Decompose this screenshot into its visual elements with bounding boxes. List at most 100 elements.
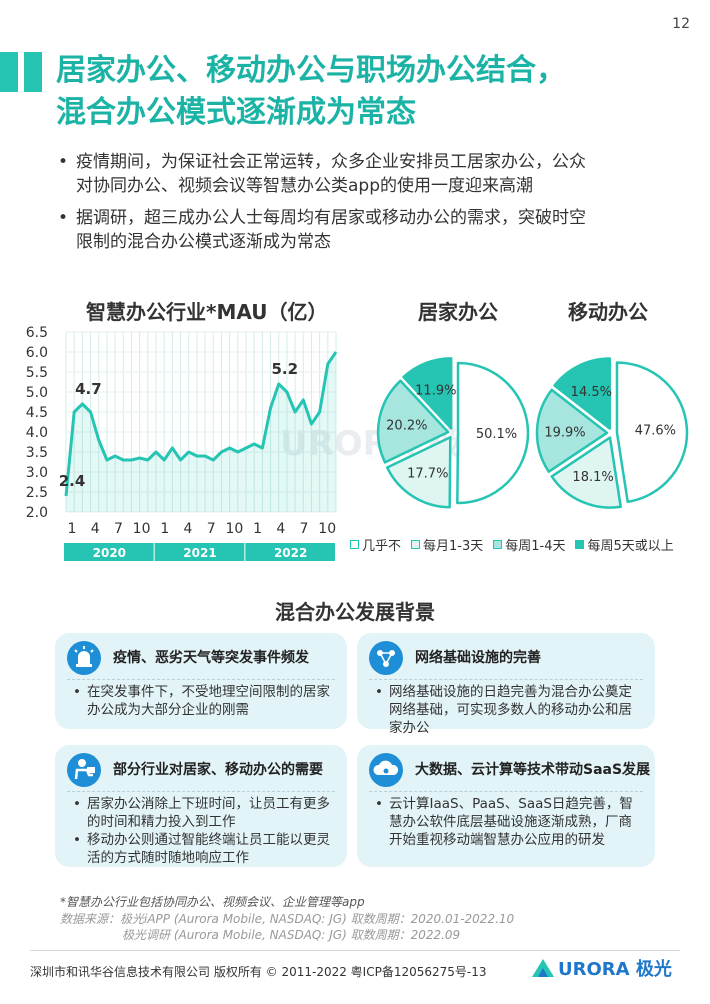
pie-slice	[402, 357, 453, 430]
aurora-logo: URORA 极光	[530, 955, 672, 981]
title-accent-bar	[24, 52, 42, 92]
card-divider	[369, 791, 643, 792]
y-tick-label: 3.0	[26, 465, 48, 481]
background-card: 疫情、恶劣天气等突发事件频发 在突发事件下，不受地理空间限制的居家办公成为大部分…	[55, 633, 347, 729]
data-source: 极光调研 (Aurora Mobile, NASDAQ: JG) 取数周期：20…	[122, 928, 461, 942]
x-tick-label: 1	[160, 521, 169, 537]
legend-label: 每周1-4天	[505, 539, 566, 554]
card-list-item: 云计算IaaS、PaaS、SaaS日趋完善，智慧办公软件底层基础设施逐渐成熟，厂…	[375, 795, 645, 849]
pie-label: 11.9%	[415, 383, 456, 398]
pie-slice	[385, 435, 452, 509]
cloud-icon	[369, 753, 403, 787]
network-icon	[369, 641, 403, 675]
year-label: 2022	[274, 546, 307, 560]
pie-label: 14.5%	[571, 385, 612, 400]
year-label: 2020	[93, 546, 126, 560]
x-tick-label: 7	[207, 521, 216, 537]
bullet-line: 疫情期间，为保证社会正常运转，众多企业安排员工居家办公，公众	[76, 152, 586, 172]
x-tick-label: 4	[91, 521, 100, 537]
y-tick-label: 4.0	[26, 425, 48, 441]
page-number: 12	[672, 16, 690, 32]
logo-text: URORA 极光	[558, 959, 672, 980]
y-tick-label: 4.5	[26, 405, 48, 421]
year-label: 2021	[183, 546, 216, 560]
legend-swatch	[411, 540, 421, 549]
data-label: 5.2	[271, 360, 298, 378]
x-tick-label: 10	[318, 521, 336, 537]
data-label: 4.7	[75, 380, 102, 398]
card-body: 居家办公消除上下班时间，让员工有更多的时间和精力投入到工作 移动办公则通过智能终…	[73, 795, 337, 867]
pie-label: 50.1%	[476, 427, 517, 442]
legend-swatch	[350, 540, 359, 549]
x-tick-label: 10	[225, 521, 243, 537]
legend-item: 每月1-3天	[411, 535, 483, 554]
y-tick-label: 6.0	[26, 345, 48, 361]
card-heading: 大数据、云计算等技术带动SaaS发展	[415, 762, 651, 778]
y-tick-label: 5.5	[26, 365, 48, 381]
bullet-line: 限制的混合办公模式逐渐成为常态	[76, 232, 331, 252]
worker-icon	[67, 753, 101, 787]
footnote: *智慧办公行业包括协同办公、视频会议、企业管理等app	[60, 895, 365, 909]
mau-line	[64, 351, 338, 497]
card-heading: 网络基础设施的完善	[415, 650, 541, 666]
pie-label: 17.7%	[407, 467, 448, 482]
legend-item: 每周1-4天	[493, 535, 565, 554]
bullet-item: • 据调研，超三成办公人士每周均有居家或移动办公的需求，突破时空 限制的混合办公…	[58, 206, 690, 254]
y-tick-label: 2.0	[26, 505, 48, 521]
card-list-item: 在突发事件下，不受地理空间限制的居家办公成为大部分企业的刚需	[73, 683, 337, 719]
x-tick-label: 10	[133, 521, 151, 537]
footer-copyright: 深圳市和讯华谷信息技术有限公司 版权所有 © 2011-2022 粤ICP备12…	[30, 965, 487, 979]
pie-slice	[456, 361, 530, 505]
x-tick-label: 7	[300, 521, 309, 537]
page-title-line: 居家办公、移动办公与职场办公结合，	[56, 53, 566, 88]
card-list-item: 网络基础设施的日趋完善为混合办公奠定网络基础，可实现多数人的移动办公和居家办公	[375, 683, 645, 737]
pie-label: 20.2%	[386, 418, 427, 433]
card-heading: 部分行业对居家、移动办公的需要	[113, 762, 323, 778]
mobile-office-pie-title: 移动办公	[568, 300, 648, 324]
aurora-logo-icon	[532, 959, 554, 977]
background-card: 大数据、云计算等技术带动SaaS发展 云计算IaaS、PaaS、SaaS日趋完善…	[357, 745, 655, 867]
card-divider	[67, 679, 335, 680]
y-tick-label: 6.5	[26, 325, 48, 341]
legend-label: 每月1-3天	[423, 539, 484, 554]
year-band	[245, 543, 335, 561]
x-tick-label: 1	[68, 521, 77, 537]
pie-label: 47.6%	[635, 424, 676, 439]
legend-item: 几乎不	[350, 535, 401, 554]
pie-slice	[535, 388, 609, 473]
charts-svg: URORA 极光 6.56.05.55.04.54.03.53.02.52.02…	[26, 325, 689, 561]
footer-divider	[30, 950, 680, 951]
alarm-icon	[67, 641, 101, 675]
y-tick-label: 2.5	[26, 485, 48, 501]
pie-slice	[615, 361, 689, 504]
y-tick-label: 5.0	[26, 385, 48, 401]
card-body: 在突发事件下，不受地理空间限制的居家办公成为大部分企业的刚需	[73, 683, 337, 719]
legend-swatch	[493, 540, 503, 549]
card-heading: 疫情、恶劣天气等突发事件频发	[113, 650, 309, 666]
data-source: 数据来源：极光iAPP (Aurora Mobile, NASDAQ: JG) …	[60, 912, 515, 926]
x-tick-label: 7	[114, 521, 123, 537]
legend-item: 每周5天或以上	[575, 535, 674, 554]
card-divider	[369, 679, 643, 680]
pie-label: 18.1%	[572, 470, 613, 485]
bullet-item: • 疫情期间，为保证社会正常运转，众多企业安排员工居家办公，公众 对协同办公、视…	[58, 150, 690, 198]
pie-label: 19.9%	[544, 425, 585, 440]
home-office-pie-title: 居家办公	[418, 300, 498, 324]
mau-area	[66, 352, 336, 512]
x-tick-label: 1	[253, 521, 262, 537]
page-title-line: 混合办公模式逐渐成为常态	[56, 95, 416, 130]
x-tick-label: 4	[276, 521, 285, 537]
data-label: 2.4	[59, 472, 86, 490]
section-title: 混合办公发展背景	[275, 600, 435, 624]
card-divider	[67, 791, 335, 792]
pie-slice	[550, 436, 622, 509]
card-body: 云计算IaaS、PaaS、SaaS日趋完善，智慧办公软件底层基础设施逐渐成熟，厂…	[375, 795, 645, 849]
bullet-line: 据调研，超三成办公人士每周均有居家或移动办公的需求，突破时空	[76, 208, 586, 228]
title-accent-bar	[0, 52, 18, 92]
pie-slice	[553, 357, 612, 430]
legend-label: 几乎不	[362, 539, 402, 554]
y-tick-label: 3.5	[26, 445, 48, 461]
bullet-line: 对协同办公、视频会议等智慧办公类app的使用一度迎来高潮	[76, 176, 533, 196]
year-band	[154, 543, 245, 561]
pie-slice	[376, 379, 450, 464]
